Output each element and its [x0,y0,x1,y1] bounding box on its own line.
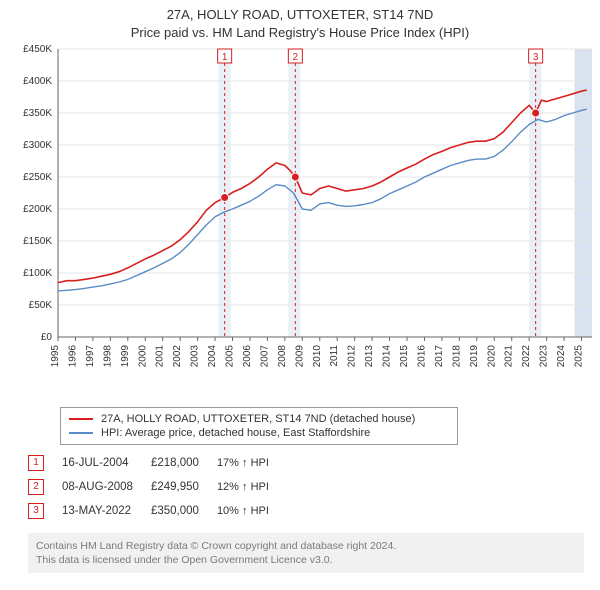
svg-text:2004: 2004 [207,345,218,368]
legend-label: 27A, HOLLY ROAD, UTTOXETER, ST14 7ND (de… [101,413,415,425]
svg-text:£350K: £350K [23,108,52,119]
sale-delta: 12% ↑ HPI [217,475,287,499]
svg-text:2002: 2002 [172,345,183,368]
attribution-line-2: This data is licensed under the Open Gov… [36,553,576,567]
svg-text:£450K: £450K [23,44,52,55]
sale-date: 16-JUL-2004 [62,451,151,475]
table-row: 2 08-AUG-2008£249,95012% ↑ HPI [28,475,287,499]
sale-delta: 10% ↑ HPI [217,499,287,523]
svg-text:2023: 2023 [539,345,550,368]
sale-marker: 3 [28,503,44,519]
sale-delta: 17% ↑ HPI [217,451,287,475]
svg-text:£50K: £50K [29,300,53,311]
title-subtitle: Price paid vs. HM Land Registry's House … [4,24,596,42]
legend-swatch [69,432,93,434]
svg-text:2022: 2022 [521,345,532,368]
svg-text:2001: 2001 [155,345,166,368]
svg-text:1997: 1997 [85,345,96,368]
svg-text:2012: 2012 [347,345,358,368]
attribution-line-1: Contains HM Land Registry data © Crown c… [36,539,576,553]
sale-price: £218,000 [151,451,217,475]
title-address: 27A, HOLLY ROAD, UTTOXETER, ST14 7ND [4,6,596,24]
sale-date: 08-AUG-2008 [62,475,151,499]
legend-row: 27A, HOLLY ROAD, UTTOXETER, ST14 7ND (de… [69,412,449,426]
svg-text:1998: 1998 [102,345,113,368]
chart-svg: £0 £50K £100K £150K £200K £250K £300K £350K £400… [0,43,600,403]
legend: 27A, HOLLY ROAD, UTTOXETER, ST14 7ND (de… [60,407,458,445]
legend-label: HPI: Average price, detached house, East… [101,427,370,439]
svg-text:1995: 1995 [50,345,61,368]
svg-text:2018: 2018 [451,345,462,368]
svg-text:£300K: £300K [23,140,52,151]
svg-text:2014: 2014 [382,345,393,368]
svg-text:2010: 2010 [312,345,323,368]
svg-text:2019: 2019 [469,345,480,368]
sale-date: 13-MAY-2022 [62,499,151,523]
svg-text:£400K: £400K [23,76,52,87]
chart-area: £0 £50K £100K £150K £200K £250K £300K £350K £400… [0,43,600,403]
table-row: 1 16-JUL-2004£218,00017% ↑ HPI [28,451,287,475]
svg-text:2009: 2009 [294,345,305,368]
svg-text:2011: 2011 [329,345,340,367]
svg-text:1: 1 [222,52,228,63]
sale-price: £249,950 [151,475,217,499]
svg-text:£0: £0 [41,332,53,343]
sales-table: 1 16-JUL-2004£218,00017% ↑ HPI 2 08-AUG-200… [28,451,590,523]
sale-price: £350,000 [151,499,217,523]
svg-text:2003: 2003 [190,345,201,368]
svg-text:2016: 2016 [416,345,427,368]
legend-swatch [69,418,93,420]
sale-marker: 1 [28,455,44,471]
svg-text:1999: 1999 [120,345,131,368]
svg-text:2007: 2007 [259,345,270,368]
legend-row: HPI: Average price, detached house, East… [69,426,449,440]
svg-text:£100K: £100K [23,268,52,279]
svg-text:3: 3 [533,52,539,63]
svg-text:2013: 2013 [364,345,375,368]
svg-text:2015: 2015 [399,345,410,368]
title-block: 27A, HOLLY ROAD, UTTOXETER, ST14 7ND Pri… [0,0,600,43]
figure-root: 27A, HOLLY ROAD, UTTOXETER, ST14 7ND Pri… [0,0,600,573]
svg-text:2017: 2017 [434,345,445,368]
svg-text:2000: 2000 [137,345,148,368]
svg-text:£250K: £250K [23,172,52,183]
svg-text:2020: 2020 [486,345,497,368]
svg-text:2008: 2008 [277,345,288,368]
svg-text:2: 2 [293,52,299,63]
svg-text:2024: 2024 [556,345,567,368]
sale-marker: 2 [28,479,44,495]
svg-text:2005: 2005 [225,345,236,368]
svg-text:2006: 2006 [242,345,253,368]
svg-text:£150K: £150K [23,236,52,247]
attribution: Contains HM Land Registry data © Crown c… [28,533,584,573]
svg-text:£200K: £200K [23,204,52,215]
svg-text:2025: 2025 [574,345,585,368]
svg-text:2021: 2021 [504,345,515,368]
svg-text:1996: 1996 [67,345,78,368]
table-row: 3 13-MAY-2022£350,00010% ↑ HPI [28,499,287,523]
